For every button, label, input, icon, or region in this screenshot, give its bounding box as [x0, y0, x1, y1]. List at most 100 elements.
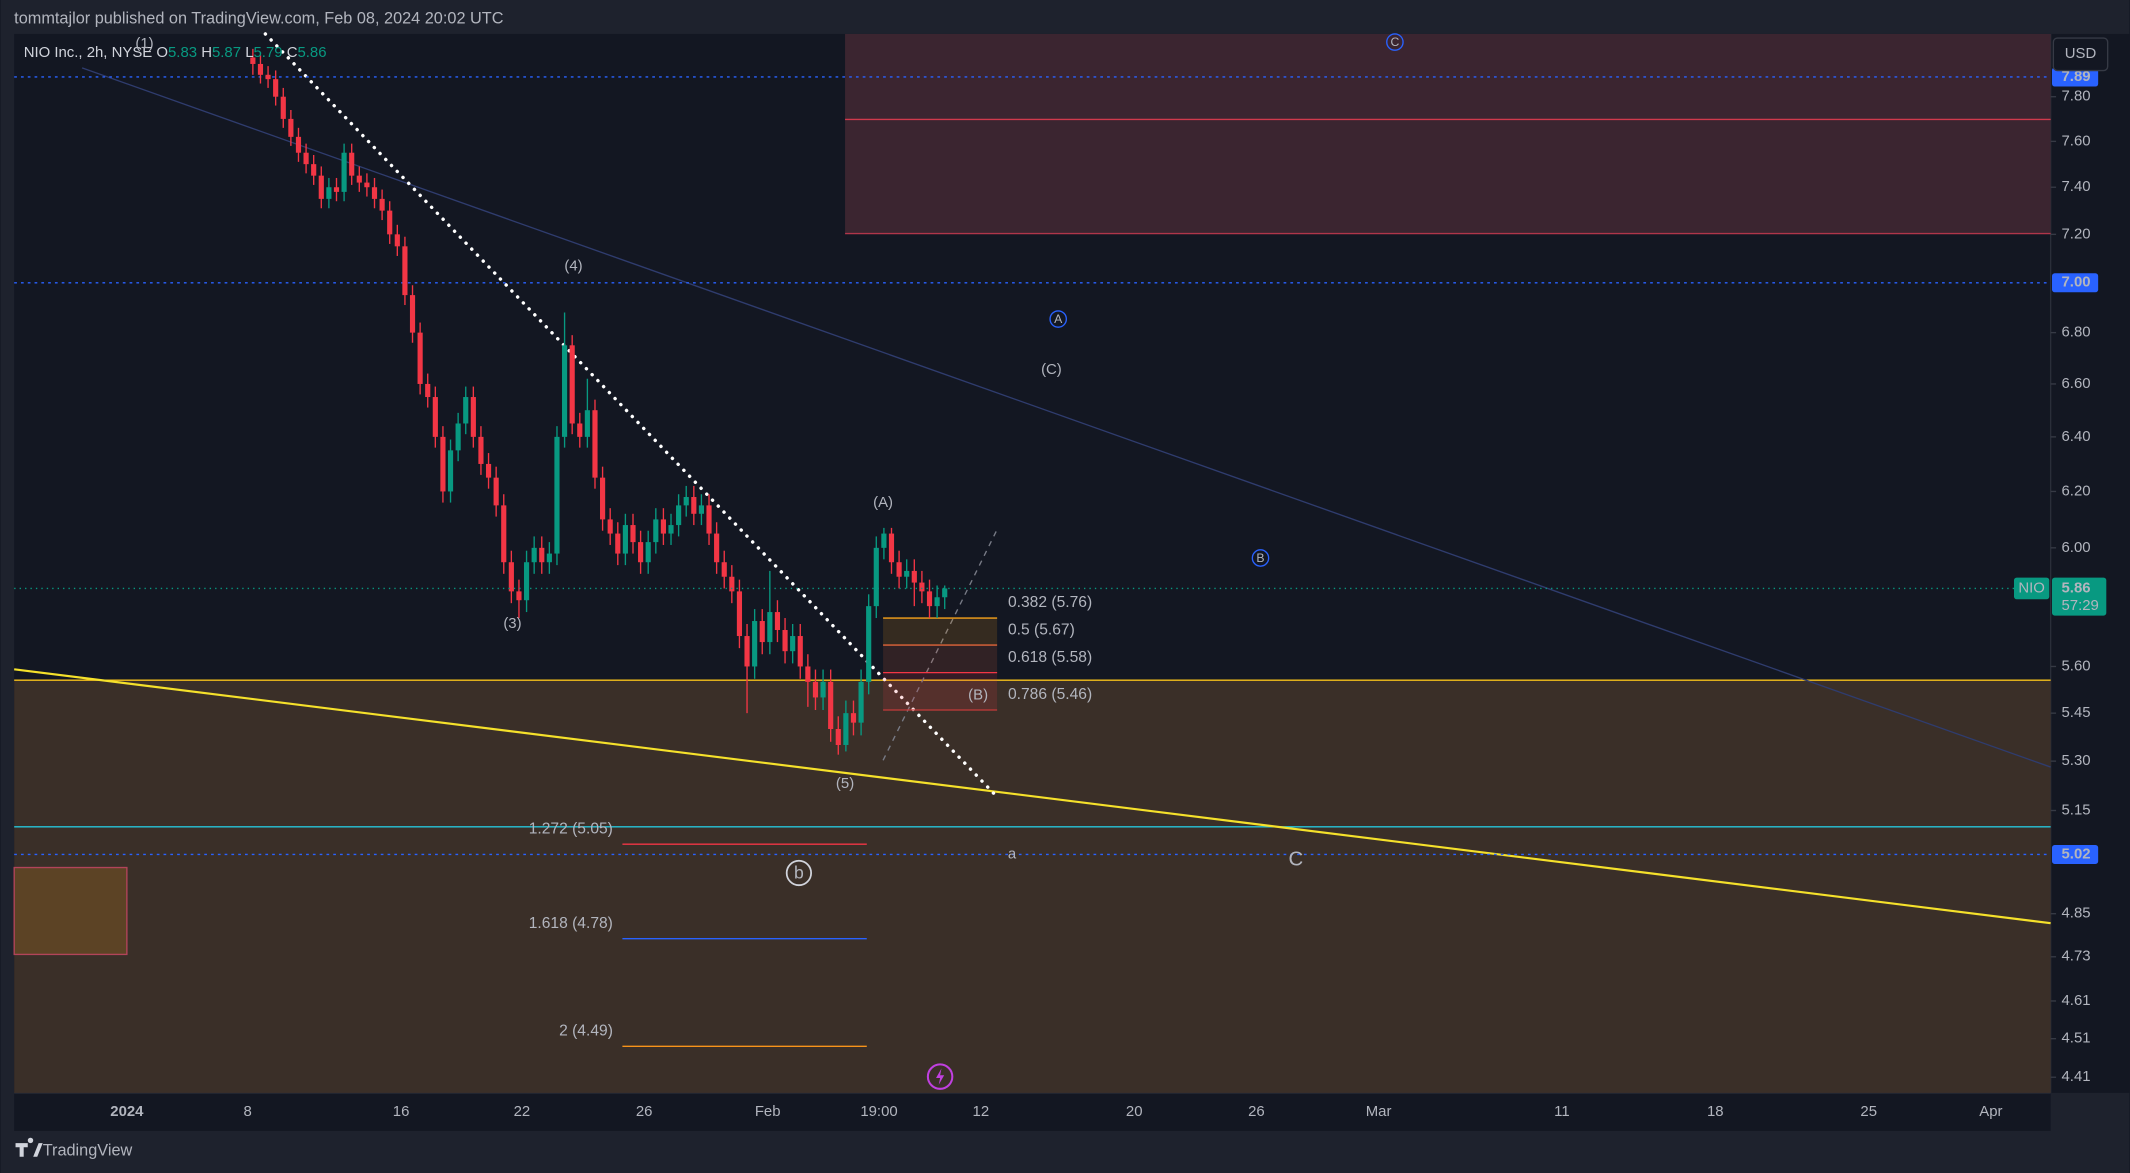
- candle-body: [432, 397, 438, 437]
- candle-body: [440, 436, 446, 492]
- candle-body: [752, 621, 758, 667]
- candle-body: [516, 591, 522, 601]
- candle-body: [447, 450, 454, 492]
- candle-body: [523, 562, 530, 601]
- x-tick-label: 16: [393, 1103, 410, 1120]
- y-tick-label: 6.40: [2062, 428, 2091, 445]
- candle-body: [866, 606, 872, 682]
- candle-body: [387, 210, 393, 235]
- wave-circle: [1251, 549, 1270, 567]
- fib-band: [883, 645, 998, 673]
- wave-label: (C): [1041, 361, 1062, 378]
- symbol-box: [2013, 577, 2050, 600]
- legend-part: O: [156, 44, 168, 61]
- x-tick-label: Feb: [755, 1103, 781, 1120]
- candle-body: [919, 582, 925, 592]
- candle-body: [683, 497, 689, 506]
- y-tick-label: 7.60: [2062, 132, 2091, 149]
- candle-body: [797, 636, 803, 667]
- fib-label: 0.382 (5.76): [1008, 594, 1092, 611]
- candle-body: [455, 423, 461, 451]
- candle-body: [356, 175, 362, 183]
- candle-body: [767, 612, 773, 643]
- fib-label: 0.5 (5.67): [1008, 621, 1075, 638]
- y-tick-label: 7.40: [2062, 178, 2091, 195]
- x-tick-label: 8: [244, 1103, 252, 1120]
- flash-icon[interactable]: [926, 1063, 954, 1090]
- candle-body: [584, 410, 590, 437]
- candle-body: [615, 533, 621, 554]
- symbol-label: NIO: [2018, 579, 2045, 596]
- candle-body: [774, 612, 781, 631]
- candle-body: [934, 597, 940, 607]
- candle-body: [911, 570, 917, 583]
- time-axis: [14, 1092, 2051, 1131]
- currency-button[interactable]: [2052, 37, 2109, 72]
- price-label-box: [2052, 273, 2099, 293]
- candle-body: [485, 463, 492, 478]
- candle-body: [638, 542, 644, 563]
- candle-body: [858, 681, 864, 723]
- wave-label: C: [1390, 35, 1399, 49]
- wave-circle: [1049, 310, 1068, 328]
- wave-label: (A): [873, 494, 893, 511]
- candle-body: [759, 621, 765, 643]
- candle-body: [736, 591, 743, 637]
- y-tick-label: 4.73: [2062, 948, 2091, 965]
- candle-body: [577, 423, 583, 437]
- legend-part: 5.79: [254, 44, 283, 61]
- wave-circle: [785, 859, 813, 887]
- candle-body: [721, 562, 727, 577]
- y-tick-label: 4.41: [2062, 1068, 2091, 1085]
- trend-line: [14, 668, 2051, 925]
- y-tick-label: 4.51: [2062, 1030, 2091, 1047]
- footer-brand: TradingView: [43, 1142, 133, 1160]
- legend-part: 5.87: [212, 44, 241, 61]
- candle-body: [349, 152, 355, 176]
- currency[interactable]: USD: [2065, 45, 2097, 62]
- flash-glyph: [936, 1068, 945, 1085]
- candle-body: [333, 187, 340, 192]
- candle-body: [257, 63, 264, 75]
- candle-body: [569, 345, 575, 424]
- fib-extension-label: 1.272 (5.05): [529, 820, 613, 837]
- x-tick-label: Apr: [1979, 1103, 2002, 1120]
- x-tick-label: 20: [1126, 1103, 1143, 1120]
- legend-part: 5.86: [297, 44, 326, 61]
- fib-band: [883, 672, 998, 710]
- candle-body: [881, 533, 887, 548]
- candle-body: [402, 246, 408, 296]
- candle-body: [379, 198, 385, 211]
- support-zone: [14, 680, 2051, 1093]
- candle-body: [744, 636, 750, 667]
- candle-body: [288, 118, 294, 137]
- legend-part: H: [201, 44, 212, 61]
- candle-body: [303, 152, 309, 165]
- price-label-box: [2052, 67, 2099, 87]
- candle-body: [926, 591, 933, 607]
- candle-body: [828, 681, 834, 729]
- candle-body: [820, 681, 826, 698]
- fib-band: [883, 618, 998, 646]
- legend-part: 5.83: [168, 44, 197, 61]
- candle-body: [508, 562, 514, 592]
- candle-body: [417, 332, 423, 384]
- candle-body: [873, 547, 879, 607]
- candle-body: [531, 547, 537, 563]
- candle-body: [645, 542, 651, 563]
- wave-label: (5): [836, 775, 854, 792]
- candle-body: [493, 477, 499, 506]
- x-tick-label: 26: [1248, 1103, 1265, 1120]
- candle-body: [896, 562, 902, 577]
- candle-body: [653, 519, 659, 543]
- x-tick-label: 11: [1554, 1103, 1570, 1120]
- x-tick-label: 26: [636, 1103, 653, 1120]
- x-tick-label: 2024: [110, 1103, 144, 1120]
- fib-label: 0.618 (5.58): [1008, 649, 1092, 666]
- candle-body: [409, 295, 416, 333]
- resistance-zone: [845, 33, 2051, 234]
- wave-label: (3): [503, 615, 521, 632]
- fib-label: 0.786 (5.46): [1008, 686, 1092, 703]
- candle-body: [729, 576, 735, 592]
